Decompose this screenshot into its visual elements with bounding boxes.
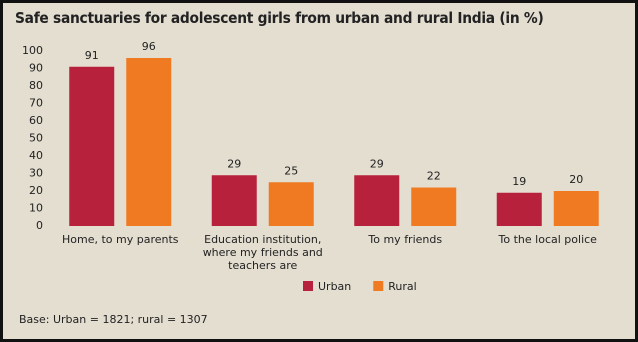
chart-title: Safe sanctuaries for adolescent girls fr… — [15, 9, 544, 27]
bar — [211, 175, 257, 226]
y-tick-label: 70 — [29, 97, 43, 110]
legend-swatch — [303, 281, 313, 291]
y-tick-label: 60 — [29, 114, 43, 127]
bar — [411, 187, 457, 226]
y-tick-label: 0 — [36, 219, 43, 232]
legend-label: Rural — [388, 280, 416, 293]
value-label: 22 — [427, 170, 441, 183]
bar — [126, 58, 172, 226]
value-label: 19 — [512, 175, 526, 188]
y-tick-label: 10 — [29, 202, 43, 215]
y-tick-label: 40 — [29, 149, 43, 162]
chart: 0 10 20 30 40 50 60 70 80 90 100 91 96 29 25 29 22 19 20 Ur… — [22, 40, 599, 293]
x-tick-label: To my friends — [368, 233, 443, 246]
footnote: Base: Urban = 1821; rural = 1307 — [19, 313, 208, 326]
y-tick-label: 30 — [29, 167, 43, 180]
value-label: 91 — [85, 49, 99, 62]
bar — [553, 191, 599, 226]
legend-swatch — [373, 281, 384, 291]
value-label: 20 — [569, 173, 583, 186]
y-tick-label: 20 — [29, 184, 43, 197]
bar — [354, 175, 400, 226]
x-tick-label: Home, to my parents — [61, 233, 179, 246]
value-label: 29 — [227, 157, 241, 170]
y-tick-label: 90 — [29, 62, 43, 75]
legend-label: Urban — [318, 280, 351, 293]
value-label: 29 — [370, 157, 384, 170]
x-tick-label: To the local police — [498, 233, 597, 246]
y-tick-label: 80 — [29, 79, 43, 92]
value-label: 25 — [284, 164, 298, 177]
bar — [496, 192, 542, 226]
bar — [69, 66, 115, 226]
y-tick-label: 50 — [29, 132, 43, 145]
x-tick-label: Education institution, where my friends … — [202, 233, 323, 272]
bar — [268, 182, 314, 226]
y-tick-label: 100 — [22, 44, 43, 57]
value-label: 96 — [142, 40, 156, 53]
